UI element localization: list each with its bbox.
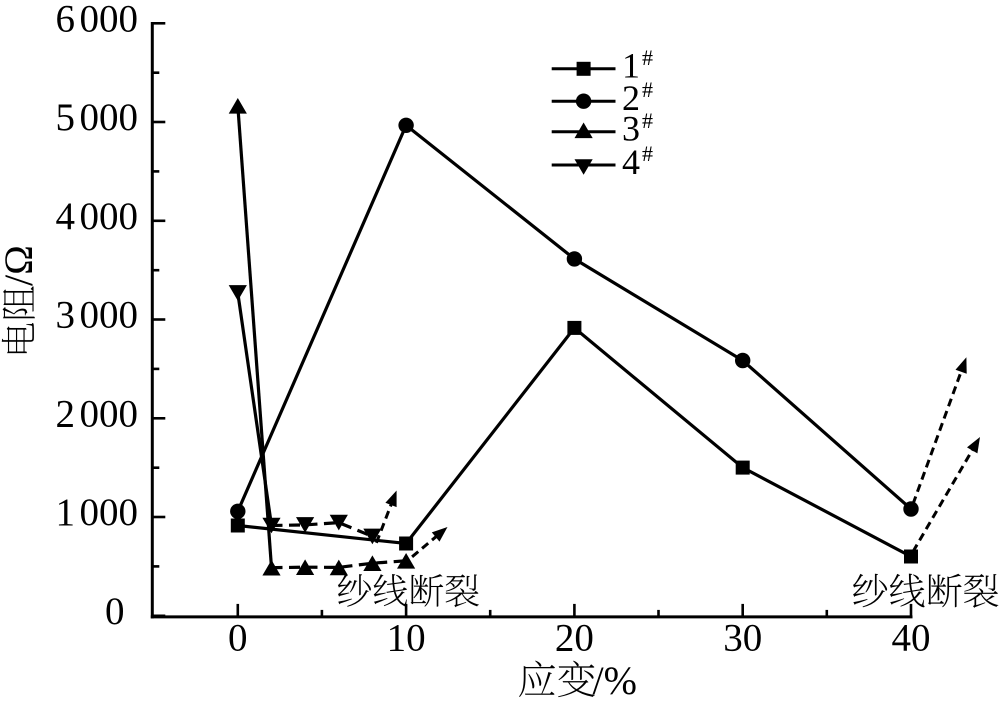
svg-text:000: 000 (80, 0, 139, 40)
svg-text:10: 10 (387, 617, 426, 660)
svg-text:#: # (642, 108, 653, 133)
svg-text:4: 4 (56, 195, 76, 238)
svg-text:2: 2 (622, 78, 640, 118)
svg-text:1: 1 (56, 491, 76, 534)
svg-text:000: 000 (80, 96, 139, 139)
svg-text:/Ω: /Ω (0, 245, 41, 286)
svg-text:20: 20 (555, 617, 594, 660)
svg-text:3: 3 (622, 109, 640, 149)
svg-text:5: 5 (56, 96, 76, 139)
svg-text:#: # (642, 45, 653, 70)
svg-text:000: 000 (80, 294, 139, 337)
svg-text:1: 1 (622, 46, 640, 86)
svg-text:0: 0 (105, 590, 125, 633)
svg-text:/%: /% (593, 658, 637, 703)
svg-text:000: 000 (80, 491, 139, 534)
svg-text:40: 40 (892, 617, 931, 660)
svg-text:#: # (642, 77, 653, 102)
svg-text:30: 30 (723, 617, 762, 660)
svg-text:#: # (642, 141, 653, 166)
svg-text:6: 6 (56, 0, 76, 40)
svg-text:3: 3 (56, 294, 76, 337)
svg-text:4: 4 (622, 142, 640, 182)
svg-text:2: 2 (56, 392, 76, 435)
svg-text:000: 000 (80, 392, 139, 435)
svg-text:000: 000 (80, 195, 139, 238)
svg-text:0: 0 (228, 617, 248, 660)
